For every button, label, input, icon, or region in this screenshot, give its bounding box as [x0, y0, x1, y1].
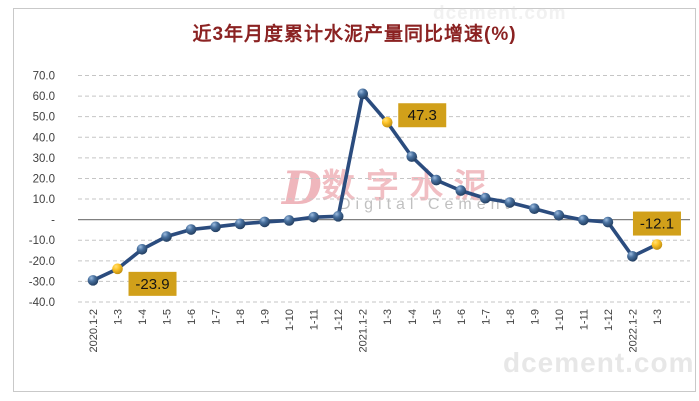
data-point [308, 211, 319, 223]
x-tick-label: 1-8 [235, 309, 247, 325]
y-tick-label: 10.0 [33, 194, 55, 206]
x-tick-label: 1-4 [407, 309, 419, 325]
y-tick-label: 70.0 [33, 71, 55, 83]
x-tick-label: 1-6 [456, 309, 468, 325]
chart-frame [13, 8, 696, 392]
data-label-text: -12.1 [640, 216, 674, 233]
data-point-highlight [651, 239, 663, 250]
y-tick-label: -30.0 [29, 276, 55, 288]
data-point-highlight [381, 116, 393, 128]
y-tick-label: 50.0 [33, 112, 55, 124]
x-tick-label: 1-5 [162, 309, 174, 325]
data-point [455, 185, 467, 196]
data-point [406, 151, 418, 162]
x-tick-label: 1-9 [260, 309, 272, 325]
y-tick-label: - [51, 215, 55, 227]
x-tick-label: 1-11 [309, 309, 321, 330]
x-tick-label: 1-4 [137, 309, 149, 325]
data-point [234, 218, 246, 230]
data-point [553, 210, 565, 221]
y-tick-label: 20.0 [33, 173, 55, 185]
data-label-text: -23.9 [135, 276, 169, 293]
y-tick-label: -20.0 [29, 256, 55, 268]
x-tick-label: 1-6 [186, 309, 198, 325]
x-tick-label: 1-7 [480, 309, 492, 325]
data-point [259, 216, 270, 228]
x-tick-label: 2022.1-2 [627, 309, 639, 352]
x-tick-label: 1-7 [211, 309, 223, 325]
x-tick-label: 1-9 [529, 309, 541, 325]
data-point [627, 250, 638, 262]
y-tick-label: 30.0 [33, 153, 55, 165]
x-tick-label: 1-3 [382, 309, 394, 325]
data-point [529, 203, 540, 215]
x-tick-label: 1-8 [505, 309, 517, 325]
y-tick-label: -10.0 [29, 235, 55, 247]
x-tick-label: 1-3 [652, 309, 664, 325]
data-point [578, 214, 589, 226]
series-line [91, 92, 659, 283]
data-label-box [398, 103, 447, 128]
data-point [602, 216, 614, 228]
y-tick-label: 40.0 [33, 132, 55, 144]
x-tick-label: 1-12 [603, 309, 615, 331]
data-point [87, 275, 99, 286]
data-label-box [632, 211, 681, 236]
data-label-text: 47.3 [408, 107, 437, 124]
data-point [357, 88, 369, 100]
x-tick-label: 2021.1-2 [358, 309, 370, 352]
x-tick-label: 1-5 [431, 309, 443, 325]
y-tick-label: 60.0 [33, 91, 55, 103]
x-tick-label: 1-10 [554, 309, 566, 331]
data-point [210, 221, 221, 233]
chart-title: 近3年月度累计水泥产量同比增速(%) [192, 24, 517, 45]
x-tick-label: 1-3 [113, 309, 125, 325]
data-point [480, 192, 491, 204]
data-point [185, 224, 197, 235]
data-label-box [128, 271, 177, 296]
x-tick-label: 1-12 [333, 309, 345, 331]
data-point [161, 231, 172, 242]
data-point [332, 211, 344, 222]
y-tick-label: -40.0 [29, 297, 55, 309]
x-tick-label: 1-10 [284, 309, 296, 331]
data-point [283, 215, 295, 226]
data-point-highlight [112, 263, 123, 275]
x-tick-label: 1-11 [578, 309, 590, 330]
data-point [504, 197, 516, 208]
data-point [136, 243, 148, 255]
data-point [430, 174, 442, 186]
x-tick-label: 2020.1-2 [88, 309, 100, 352]
